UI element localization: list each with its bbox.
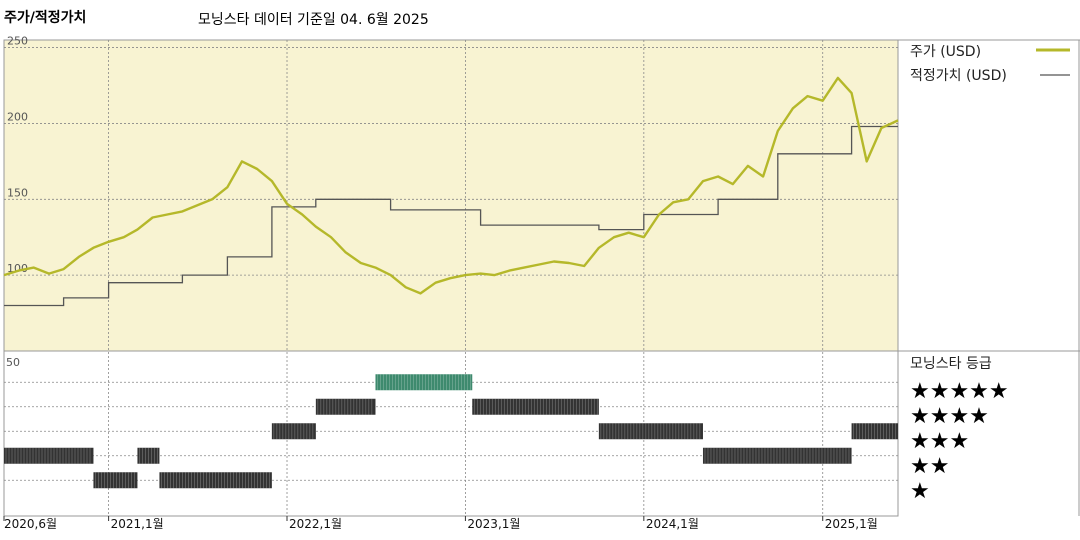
chart-subtitle: 모닝스타 데이터 기준일 04. 6월 2025 xyxy=(198,12,429,28)
x-tick-label: 2023,1월 xyxy=(467,517,520,531)
price-lines xyxy=(3,76,899,307)
rating-legend-title: 모닝스타 등급 xyxy=(910,356,992,372)
rating-bar-segment xyxy=(315,398,376,415)
rating-bar-segment xyxy=(271,423,316,440)
fair-value-line xyxy=(4,125,898,307)
price-y-tick-label: 200 xyxy=(7,110,28,123)
rating-bars xyxy=(4,374,898,489)
x-tick-label: 2025,1월 xyxy=(825,517,878,531)
rating-bar-segment xyxy=(4,447,94,464)
x-tick-label: 2024,1월 xyxy=(646,517,699,531)
rating-bar-segment xyxy=(702,447,852,464)
rating-label-4: ★★★★ xyxy=(910,404,989,429)
legend-price-label: 주가 (USD) xyxy=(910,44,981,60)
rating-bar-segment xyxy=(598,423,703,440)
price-line xyxy=(3,76,899,295)
rating-label-1: ★ xyxy=(910,479,930,504)
rating-label-5: ★★★★★ xyxy=(910,379,1009,404)
price-y-tick-label: 250 xyxy=(7,35,28,48)
rating-bar-segment xyxy=(375,374,473,391)
rating-legend: 모닝스타 등급 ★★★★★ ★★★★ ★★★ ★★ ★ xyxy=(910,356,1009,504)
rating-bar-segment xyxy=(93,472,138,489)
rating-bar-segment xyxy=(159,472,272,489)
rating-bar-segment xyxy=(137,447,160,464)
rating-label-2: ★★ xyxy=(910,454,949,479)
x-tick-label: 2020,6월 xyxy=(4,517,57,531)
legend-fair-label: 적정가치 (USD) xyxy=(910,68,1007,84)
x-axis-ticks: 2020,6월 2021,1월 2022,1월 2023,1월 2024,1월 2025,… xyxy=(3,516,878,531)
price-legend: 주가 (USD) 적정가치 (USD) xyxy=(910,44,1070,84)
rating-label-3: ★★★ xyxy=(910,429,969,454)
price-plot-area xyxy=(4,40,898,351)
price-y-tick-label: 150 xyxy=(7,186,28,199)
x-tick-label: 2021,1월 xyxy=(111,517,164,531)
x-tick-label: 2022,1월 xyxy=(289,517,342,531)
rating-bar-segment xyxy=(851,423,898,440)
rating-y-tick: 50 xyxy=(6,356,20,369)
rating-bar-segment xyxy=(472,398,599,415)
chart-title: 주가/적정가치 xyxy=(4,9,86,26)
